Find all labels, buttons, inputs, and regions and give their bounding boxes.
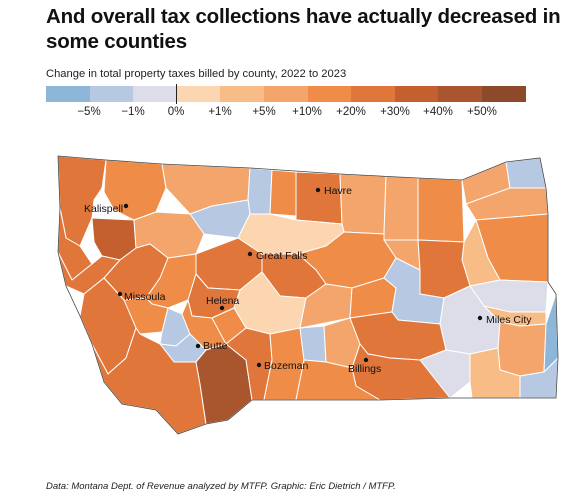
legend-tick-label: −5% [77,106,101,118]
city-label-miles-city: Miles City [486,314,532,326]
legend-tick-label: +40% [423,106,453,118]
county-toole [247,167,273,215]
legend-swatch [351,86,395,102]
county-sweet-grass [299,325,327,363]
city-dot-helena [219,305,225,311]
city-dot-kalispell [123,203,129,209]
map-subtitle: Change in total property taxes billed by… [46,68,347,80]
county-sheridan [505,157,547,189]
city-label-missoula: Missoula [124,291,166,303]
page-title: And overall tax collections have actuall… [46,5,561,53]
legend-tick-label: +10% [292,106,322,118]
city-dot-billings [363,357,369,363]
state-outline [57,155,559,435]
legend-tick-label: +5% [252,106,276,118]
legend-tick-label: +50% [467,106,497,118]
color-legend [46,86,526,102]
legend-tick-label: −1% [121,106,145,118]
source-credit: Data: Montana Dept. of Revenue analyzed … [46,481,396,492]
legend-zero-marker [176,84,177,104]
city-dot-havre [315,187,321,193]
city-label-billings: Billings [348,363,381,375]
county-valley [417,177,465,243]
city-dot-missoula [117,291,123,297]
legend-tick-label: +30% [380,106,410,118]
county-prairie [497,321,547,377]
legend-swatch [307,86,352,102]
legend-swatch [133,86,177,102]
county-hill [295,171,343,225]
city-label-butte: Butte [203,340,228,352]
county-liberty [269,169,297,217]
legend-tick-labels: −5% −1% 0% +1% +5% +10% +20% +30% +40% +50% [0,106,581,120]
legend-swatch [220,86,264,102]
legend-swatch [394,86,439,102]
county-phillips [383,175,419,241]
legend-tick-label: +20% [336,106,366,118]
city-label-bozeman: Bozeman [264,360,309,372]
montana-county-map: Havre Kalispell Great Falls Missoula Helena B… [0,148,581,448]
city-dot-miles-city [477,315,483,321]
legend-swatch [438,86,482,102]
legend-tick-label: 0% [167,106,185,118]
city-dot-bozeman [256,362,262,368]
city-label-great-falls: Great Falls [256,250,307,262]
city-label-helena: Helena [206,295,239,307]
city-dot-great-falls [247,251,253,257]
legend-swatch [481,86,526,102]
county-blaine [339,173,387,235]
legend-swatch [46,86,90,102]
legend-swatch [263,86,308,102]
map-svg: Havre Kalispell Great Falls Missoula Helena B… [57,155,559,435]
legend-swatch [176,86,221,102]
legend-swatch [89,86,134,102]
city-label-kalispell: Kalispell [84,203,123,215]
legend-tick-label: +1% [208,106,232,118]
city-dot-butte [195,343,201,349]
city-label-havre: Havre [324,185,352,197]
